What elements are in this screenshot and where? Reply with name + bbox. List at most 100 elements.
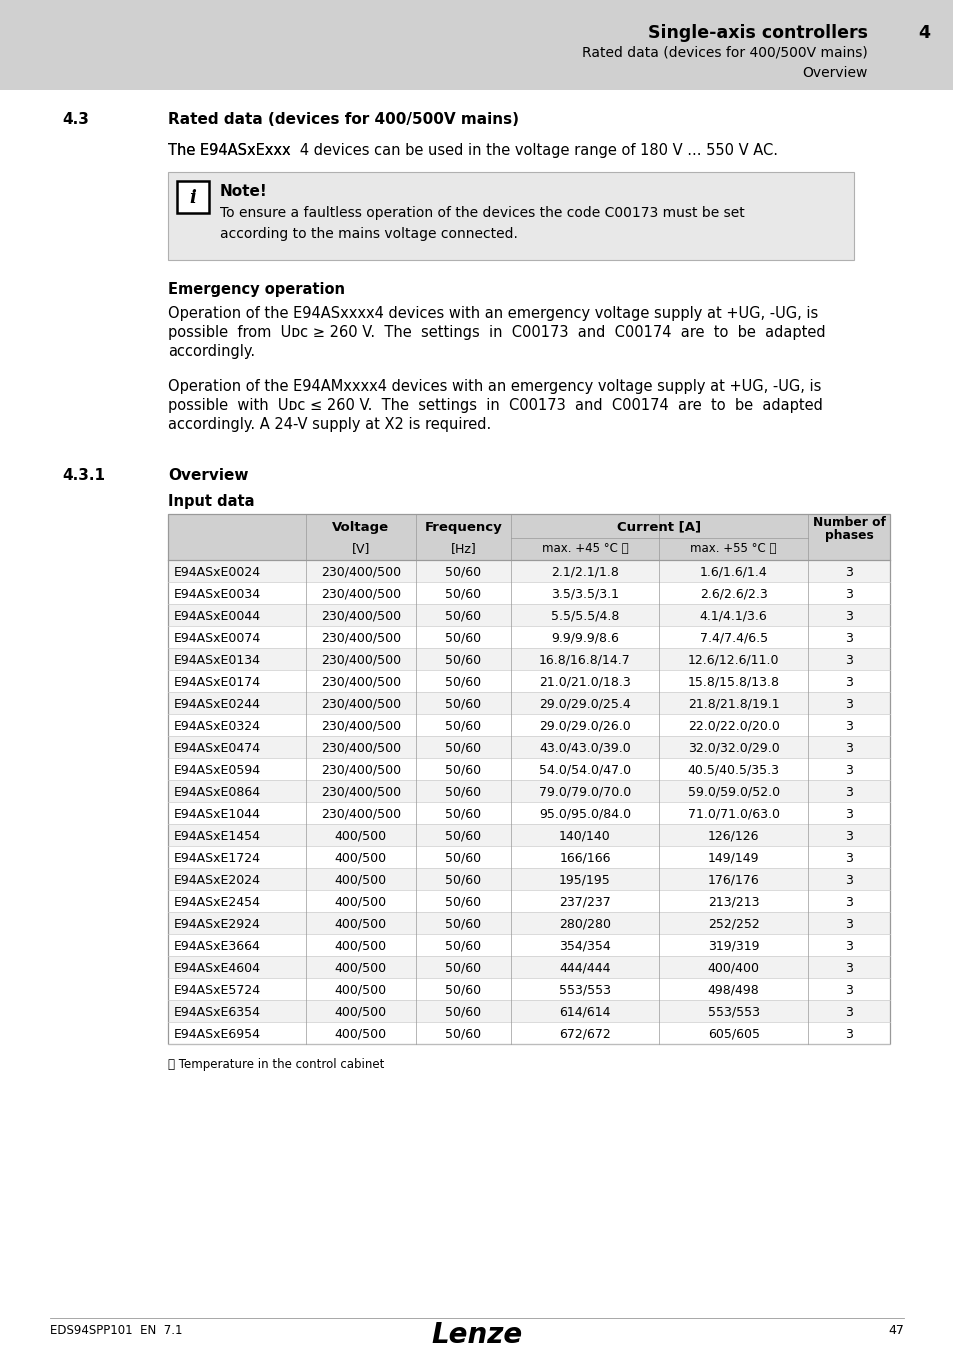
Bar [168,736,889,757]
Text: 3: 3 [844,1006,852,1018]
Text: 3: 3 [844,961,852,975]
Text: E94ASxE0134: E94ASxE0134 [173,653,261,667]
Bar [168,890,889,913]
Text: 50/60: 50/60 [445,807,481,821]
Text: 3: 3 [844,829,852,842]
Text: 230/400/500: 230/400/500 [320,764,400,776]
Text: 252/252: 252/252 [707,918,759,930]
Text: The E94ASxExxx 4 devices can be used in the voltage range of 180 V ... 550 V AC.: The E94ASxExxx 4 devices can be used in … [168,143,778,158]
Text: 71.0/71.0/63.0: 71.0/71.0/63.0 [687,807,779,821]
Text: 400/500: 400/500 [335,852,387,864]
Text: 230/400/500: 230/400/500 [320,698,400,710]
Text: 230/400/500: 230/400/500 [320,653,400,667]
Bar [168,977,889,1000]
Text: 2.1/2.1/1.8: 2.1/2.1/1.8 [551,566,618,579]
Text: 16.8/16.8/14.7: 16.8/16.8/14.7 [538,653,630,667]
Text: 3: 3 [844,895,852,909]
Text: Lenze: Lenze [431,1322,522,1349]
Bar [168,626,889,648]
Text: The E94ASxExxx: The E94ASxExxx [168,143,291,158]
Bar [0,0,953,90]
Text: 50/60: 50/60 [445,940,481,953]
Text: E94ASxE0024: E94ASxE0024 [173,566,261,579]
Text: E94ASxE1044: E94ASxE1044 [173,807,261,821]
Text: 605/605: 605/605 [707,1027,759,1041]
Text: 5.5/5.5/4.8: 5.5/5.5/4.8 [550,609,618,622]
Text: 230/400/500: 230/400/500 [320,786,400,798]
Text: 553/553: 553/553 [707,1006,759,1018]
Text: 400/500: 400/500 [335,1006,387,1018]
Text: 230/400/500: 230/400/500 [320,741,400,755]
Text: Rated data (devices for 400/500V mains): Rated data (devices for 400/500V mains) [581,46,867,59]
Text: E94ASxE0244: E94ASxE0244 [173,698,261,710]
Text: 4.3.1: 4.3.1 [62,468,105,483]
Text: 230/400/500: 230/400/500 [320,566,400,579]
Text: 400/500: 400/500 [335,984,387,996]
Text: 47: 47 [887,1324,903,1336]
Bar [168,868,889,890]
Text: 15.8/15.8/13.8: 15.8/15.8/13.8 [687,675,779,688]
Text: phases: phases [823,529,873,543]
Text: 230/400/500: 230/400/500 [320,609,400,622]
Text: 230/400/500: 230/400/500 [320,675,400,688]
Text: possible  from  Uᴅᴄ ≥ 260 V.  The  settings  in  C00173  and  C00174  are  to  b: possible from Uᴅᴄ ≥ 260 V. The settings … [168,325,824,340]
Bar [168,582,889,603]
Text: 400/400: 400/400 [707,961,759,975]
Text: 400/500: 400/500 [335,873,387,887]
Text: 553/553: 553/553 [558,984,610,996]
Text: 3: 3 [844,786,852,798]
Text: 50/60: 50/60 [445,786,481,798]
Text: 4: 4 [917,24,929,42]
Text: 22.0/22.0/20.0: 22.0/22.0/20.0 [687,720,779,733]
Text: Frequency: Frequency [424,521,501,533]
Text: 50/60: 50/60 [445,1006,481,1018]
Text: [V]: [V] [352,543,370,555]
Text: E94ASxE0324: E94ASxE0324 [173,720,261,733]
Text: 50/60: 50/60 [445,895,481,909]
Text: 50/60: 50/60 [445,918,481,930]
Text: Overview: Overview [801,66,867,80]
Text: 230/400/500: 230/400/500 [320,587,400,601]
Text: Single-axis controllers: Single-axis controllers [647,24,867,42]
Bar [168,780,889,802]
Text: E94ASxE0034: E94ASxE0034 [173,587,261,601]
Text: 54.0/54.0/47.0: 54.0/54.0/47.0 [538,764,631,776]
Text: 672/672: 672/672 [558,1027,610,1041]
Text: 237/237: 237/237 [558,895,610,909]
Text: ⓘ Temperature in the control cabinet: ⓘ Temperature in the control cabinet [168,1058,384,1071]
Text: 29.0/29.0/25.4: 29.0/29.0/25.4 [538,698,630,710]
Text: Voltage: Voltage [332,521,389,533]
Text: 176/176: 176/176 [707,873,759,887]
Text: 43.0/43.0/39.0: 43.0/43.0/39.0 [538,741,630,755]
Text: 614/614: 614/614 [558,1006,610,1018]
Bar [168,956,889,977]
Text: 3: 3 [844,653,852,667]
Bar [168,934,889,956]
Text: 230/400/500: 230/400/500 [320,632,400,644]
Text: 3: 3 [844,675,852,688]
Text: E94ASxE4604: E94ASxE4604 [173,961,261,975]
Text: E94ASxE1724: E94ASxE1724 [173,852,261,864]
Text: 400/500: 400/500 [335,829,387,842]
Text: E94ASxE2454: E94ASxE2454 [173,895,261,909]
Text: 32.0/32.0/29.0: 32.0/32.0/29.0 [687,741,779,755]
Text: 3: 3 [844,587,852,601]
Text: 50/60: 50/60 [445,566,481,579]
Text: 280/280: 280/280 [558,918,610,930]
Text: E94ASxE0864: E94ASxE0864 [173,786,261,798]
Text: 140/140: 140/140 [558,829,610,842]
Text: max. +55 °C ⓘ: max. +55 °C ⓘ [690,543,776,555]
Text: E94ASxE5724: E94ASxE5724 [173,984,261,996]
Text: 400/500: 400/500 [335,961,387,975]
Text: 12.6/12.6/11.0: 12.6/12.6/11.0 [687,653,779,667]
Text: E94ASxE6954: E94ASxE6954 [173,1027,261,1041]
Bar [168,913,889,934]
FancyBboxPatch shape [177,181,209,213]
Text: 4.3: 4.3 [62,112,89,127]
Text: Rated data (devices for 400/500V mains): Rated data (devices for 400/500V mains) [168,112,518,127]
Text: 3: 3 [844,807,852,821]
Text: 3: 3 [844,852,852,864]
Text: 3: 3 [844,918,852,930]
Text: 50/60: 50/60 [445,720,481,733]
Text: 213/213: 213/213 [707,895,759,909]
